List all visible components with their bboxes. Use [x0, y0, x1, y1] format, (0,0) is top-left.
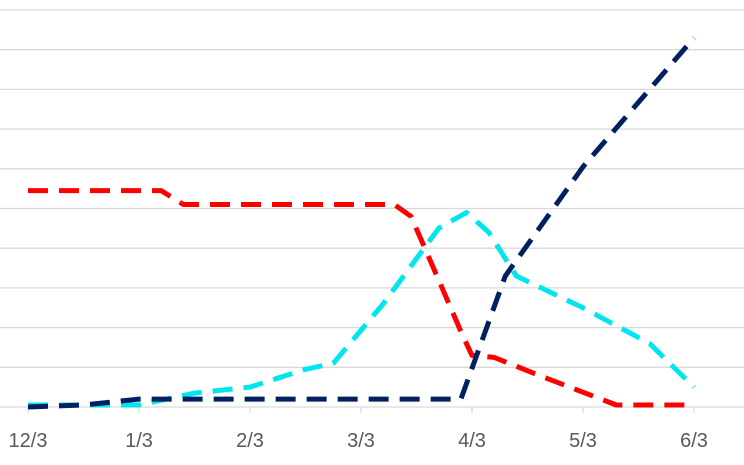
x-axis-tick-labels: 12/3 1/3 2/3 3/3 4/3 5/3 6/3 — [9, 430, 708, 452]
gridlines — [0, 9, 744, 368]
x-tick-label: 1/3 — [125, 430, 153, 452]
x-tick-label: 4/3 — [458, 430, 486, 452]
x-tick-label: 12/3 — [9, 430, 48, 452]
series-line-2 — [28, 210, 696, 408]
x-axis-ticks — [27, 407, 695, 413]
x-tick-label: 2/3 — [236, 430, 264, 452]
x-tick-label: 3/3 — [347, 430, 375, 452]
x-tick-label: 5/3 — [569, 430, 597, 452]
series-line-3 — [27, 36, 696, 410]
series-lines — [27, 36, 696, 410]
x-tick-label: 6/3 — [680, 430, 708, 452]
series-line-1 — [28, 188, 694, 408]
